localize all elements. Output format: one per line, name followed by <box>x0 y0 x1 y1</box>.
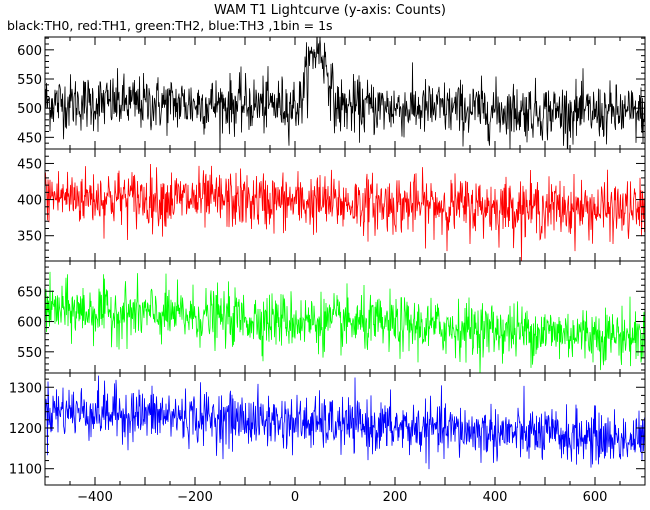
y-tick-label-TH1: 400 <box>17 194 42 209</box>
panels-group: 450 500 550 600 350 400 450 550 600 650 1100 1200 13… <box>9 36 646 505</box>
panel-frame-TH1 <box>44 148 646 262</box>
x-tick-label: 200 <box>383 490 408 505</box>
y-tick-label-TH0: 500 <box>17 102 42 117</box>
y-tick-label-TH3: 1200 <box>9 422 42 437</box>
y-tick-label-TH0: 450 <box>17 131 42 146</box>
series-line-TH0 <box>45 37 645 149</box>
y-tick-label-TH1: 350 <box>17 230 42 245</box>
y-tick-label-TH3: 1100 <box>9 463 42 478</box>
panel-TH1: 350 400 450 <box>17 148 646 262</box>
x-tick-label: −200 <box>177 490 213 505</box>
x-tick-label: 0 <box>291 490 299 505</box>
y-tick-label-TH0: 600 <box>17 44 42 59</box>
y-tick-label-TH2: 600 <box>17 316 42 331</box>
chart-subtitle: black:TH0, red:TH1, green:TH2, blue:TH3 … <box>7 18 333 33</box>
x-tick-label: 600 <box>583 490 608 505</box>
y-tick-label-TH2: 550 <box>17 346 42 361</box>
series-line-TH3 <box>45 375 645 470</box>
y-tick-label-TH0: 550 <box>17 73 42 88</box>
y-tick-label-TH1: 450 <box>17 157 42 172</box>
chart-title: WAM T1 Lightcurve (y-axis: Counts) <box>214 3 446 18</box>
x-tick-label: 400 <box>483 490 508 505</box>
y-tick-label-TH3: 1300 <box>9 381 42 396</box>
panel-TH3: 1100 1200 1300 <box>9 372 646 486</box>
x-tick-label: −400 <box>77 490 113 505</box>
panel-TH0: 450 500 550 600 <box>17 36 646 150</box>
series-line-TH2 <box>45 271 645 373</box>
series-line-TH1 <box>45 164 645 261</box>
panel-TH2: 550 600 650 <box>17 260 646 374</box>
y-tick-label-TH2: 650 <box>17 285 42 300</box>
